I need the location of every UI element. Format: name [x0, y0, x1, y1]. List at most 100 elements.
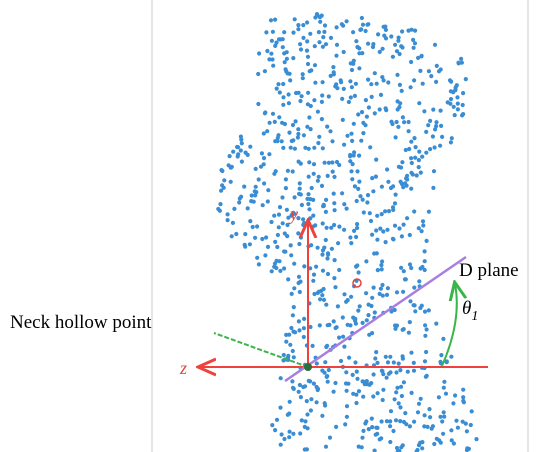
- cloud-point: [380, 75, 384, 79]
- cloud-point: [271, 64, 275, 68]
- cloud-point: [322, 203, 326, 207]
- cloud-point: [393, 224, 397, 228]
- cloud-point: [320, 184, 324, 188]
- cloud-point: [273, 120, 277, 124]
- cloud-point: [232, 207, 236, 211]
- cloud-point: [413, 309, 417, 313]
- cloud-point: [234, 232, 238, 236]
- cloud-point: [425, 239, 429, 243]
- cloud-point: [301, 385, 305, 389]
- cloud-point: [298, 181, 302, 185]
- cloud-point: [401, 290, 405, 294]
- cloud-point: [409, 140, 413, 144]
- cloud-point: [366, 78, 370, 82]
- cloud-point: [406, 370, 410, 374]
- cloud-point: [290, 139, 294, 143]
- cloud-point: [308, 325, 312, 329]
- theta: θ: [462, 298, 471, 319]
- cloud-point: [354, 82, 358, 86]
- cloud-point: [366, 313, 370, 317]
- cloud-point: [450, 136, 454, 140]
- cloud-point: [336, 304, 340, 308]
- cloud-point: [355, 199, 359, 203]
- cloud-point: [451, 401, 455, 405]
- cloud-point: [303, 419, 307, 423]
- cloud-point: [361, 121, 365, 125]
- cloud-point: [289, 326, 293, 330]
- cloud-point: [360, 16, 364, 20]
- cloud-point: [320, 293, 324, 297]
- cloud-point: [421, 219, 425, 223]
- cloud-point: [454, 419, 458, 423]
- cloud-point: [347, 356, 351, 360]
- cloud-point: [459, 57, 463, 61]
- cloud-point: [425, 327, 429, 331]
- cloud-point: [328, 129, 332, 133]
- cloud-point: [333, 381, 337, 385]
- cloud-point: [397, 226, 401, 230]
- cloud-point: [330, 247, 334, 251]
- cloud-point: [329, 36, 333, 40]
- cloud-point: [269, 220, 273, 224]
- cloud-point: [414, 145, 418, 149]
- cloud-point: [341, 315, 345, 319]
- cloud-point: [412, 361, 416, 365]
- cloud-point: [382, 34, 386, 38]
- cloud-point: [355, 370, 359, 374]
- cloud-point: [424, 350, 428, 354]
- cloud-point: [302, 335, 306, 339]
- cloud-point: [438, 360, 442, 364]
- cloud-point: [381, 47, 385, 51]
- cloud-point: [335, 86, 339, 90]
- cloud-point: [451, 90, 455, 94]
- cloud-point: [419, 171, 423, 175]
- cloud-point: [302, 133, 306, 137]
- cloud-point: [244, 151, 248, 155]
- cloud-point: [404, 148, 408, 152]
- cloud-point: [375, 361, 379, 365]
- cloud-point: [296, 127, 300, 131]
- cloud-point: [351, 373, 355, 377]
- cloud-point: [410, 28, 414, 32]
- cloud-point: [464, 77, 468, 81]
- cloud-point: [313, 63, 317, 67]
- cloud-point: [305, 20, 309, 24]
- cloud-point: [412, 209, 416, 213]
- cloud-point: [375, 238, 379, 242]
- cloud-point: [381, 294, 385, 298]
- cloud-point: [269, 18, 273, 22]
- cloud-point: [378, 50, 382, 54]
- cloud-point: [362, 210, 366, 214]
- cloud-point: [322, 246, 326, 250]
- cloud-point: [302, 317, 306, 321]
- cloud-point: [265, 49, 269, 53]
- cloud-point: [312, 273, 316, 277]
- cloud-point: [311, 198, 315, 202]
- cloud-point: [347, 100, 351, 104]
- cloud-point: [300, 418, 304, 422]
- cloud-point: [273, 262, 277, 266]
- cloud-point: [323, 401, 327, 405]
- cloud-point: [281, 82, 285, 86]
- cloud-point: [456, 102, 460, 106]
- cloud-point: [291, 123, 295, 127]
- cloud-point: [316, 110, 320, 114]
- cloud-point: [293, 147, 297, 151]
- cloud-point: [371, 45, 375, 49]
- cloud-point: [365, 318, 369, 322]
- cloud-point: [317, 40, 321, 44]
- cloud-point: [411, 172, 415, 176]
- cloud-point: [371, 394, 375, 398]
- cloud-point: [408, 233, 412, 237]
- cloud-point: [276, 133, 280, 137]
- cloud-point: [415, 173, 419, 177]
- cloud-point: [409, 85, 413, 89]
- cloud-point: [412, 78, 416, 82]
- cloud-point: [220, 183, 224, 187]
- neck-label: Neck hollow point: [10, 312, 152, 333]
- cloud-point: [402, 420, 406, 424]
- cloud-point: [373, 449, 377, 452]
- cloud-point: [227, 163, 231, 167]
- cloud-point: [360, 436, 364, 440]
- cloud-point: [330, 139, 334, 143]
